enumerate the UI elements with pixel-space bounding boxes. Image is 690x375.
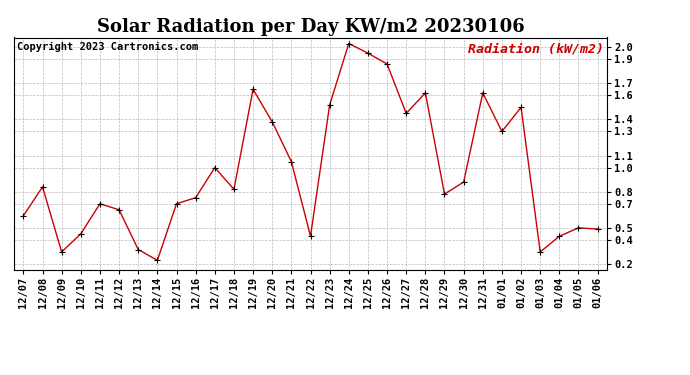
Text: Copyright 2023 Cartronics.com: Copyright 2023 Cartronics.com (17, 42, 198, 52)
Text: Radiation (kW/m2): Radiation (kW/m2) (469, 42, 604, 55)
Title: Solar Radiation per Day KW/m2 20230106: Solar Radiation per Day KW/m2 20230106 (97, 18, 524, 36)
